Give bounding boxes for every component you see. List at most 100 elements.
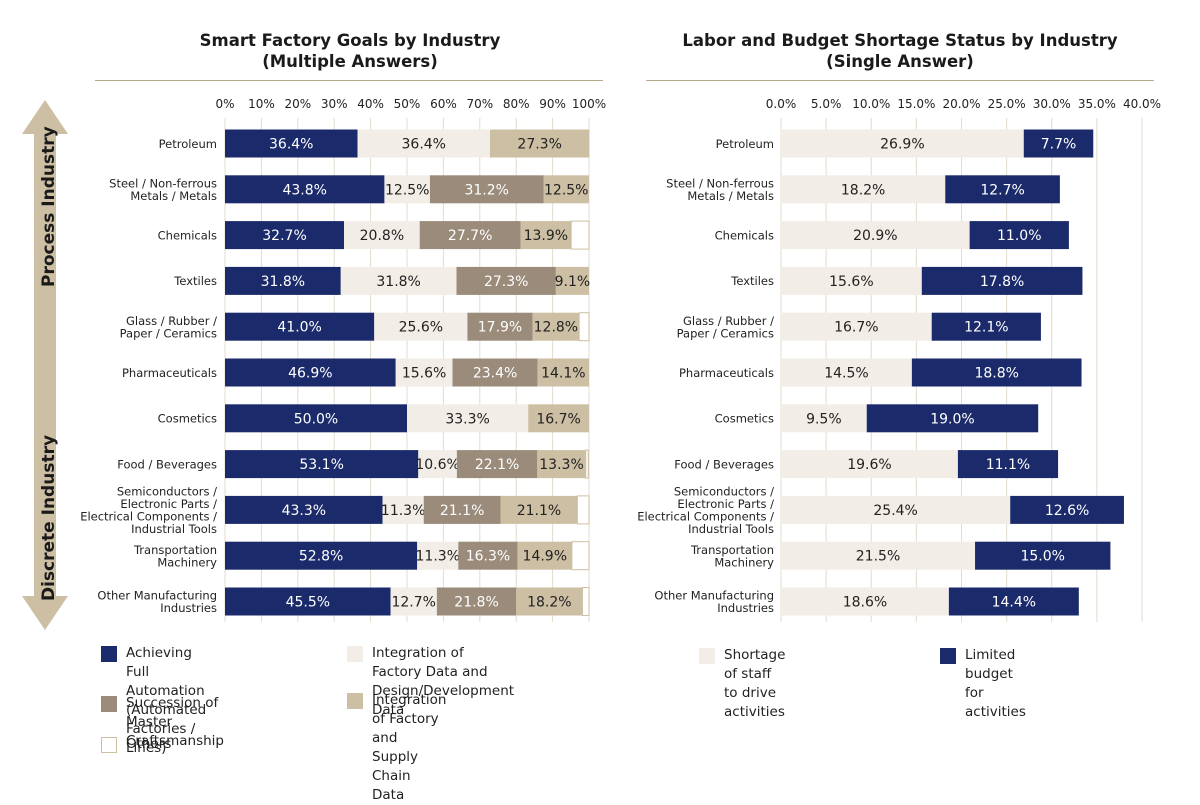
shortage-bar-shortage-of-staff-to-drive [781,129,1024,158]
shortage-bar-shortage-of-staff-to-drive [781,266,922,295]
goals-tick-label: 70% [466,97,493,111]
goals-data-label: 12.7% [391,595,435,611]
goals-bar-integration-of-factory-and-supply [520,221,572,250]
goals-tick-label: 60% [430,97,457,111]
goals-category-label: Glass / Rubber / Paper / Ceramics [120,314,217,341]
shortage-data-label: 16.7% [834,320,878,336]
goals-bar-achieving-full-automation [225,358,396,387]
shortage-tick-label: 0.0% [766,97,797,111]
goals-bar-succession-of-master [458,541,518,570]
shortage-category-label: Petroleum [716,137,774,151]
shortage-category-label: Semiconductors / Electronic Parts / Electr… [637,484,774,536]
goals-data-label: 9.1% [555,274,591,290]
legend-label-full-automation: Achieving Full Automation (Automated Fac… [126,645,207,756]
shortage-bar-limited-budget-for-activities [1023,129,1094,158]
shortage-bar-limited-budget-for-activities [945,175,1060,204]
goals-bar-integration-of-factory-data-and [340,266,457,295]
goals-data-label: 27.7% [448,228,492,244]
shortage-tick-label: 40.0% [1123,97,1161,111]
goals-bar-integration-of-factory-and-supply [489,129,590,158]
goals-bar-integration-of-factory-and-supply [537,450,586,479]
shortage-bar-shortage-of-staff-to-drive [781,358,912,387]
goals-bar-achieving-full-automation [225,175,385,204]
goals-category-label-line: Metals / Metals [130,189,217,203]
goals-tick-label: 100% [572,97,606,111]
goals-bar-succession-of-master [456,266,556,295]
goals-category-label: Transportation Machinery [133,543,217,570]
goals-bar-succession-of-master [429,175,544,204]
shortage-category-label-line: Metals / Metals [687,189,774,203]
shortage-bar-shortage-of-staff-to-drive [781,312,932,341]
right-title-rule [646,80,1154,81]
goals-bar-succession-of-master [436,587,517,616]
goals-bar-integration-of-factory-data-and [357,129,490,158]
goals-bar-achieving-full-automation [225,541,418,570]
shortage-category-label-line: Other Manufacturing [654,589,774,603]
shortage-category-label-line: Machinery [714,555,774,569]
legend-item-factory-design-data: Integration of Factory Data and Design/D… [347,644,514,720]
goals-bar-others [571,541,590,571]
goals-bar-integration-of-factory-data-and [407,404,529,433]
shortage-bar-limited-budget-for-activities [911,358,1082,387]
shortage-tick-label: 30.0% [1033,97,1071,111]
legend-item-master-craftsmanship: Succession of Master Craftsmanship [101,694,224,751]
shortage-tick-label: 20.0% [942,97,980,111]
shortage-category-label-line: Industrial Tools [688,522,774,536]
shortage-data-label: 12.1% [964,320,1008,336]
goals-category-label-line: Petroleum [159,137,217,151]
shortage-bar-limited-budget-for-activities [957,450,1059,479]
shortage-data-label: 11.0% [997,228,1041,244]
goals-data-label: 10.6% [415,457,459,473]
goals-tick-label: 40% [357,97,384,111]
goals-tick-label: 90% [539,97,566,111]
goals-category-label-line: Glass / Rubber / [126,314,217,328]
legend-swatch-staff-shortage [699,648,715,664]
shortage-data-label: 12.6% [1045,503,1089,519]
shortage-category-label-line: Electrical Components / [637,509,774,523]
goals-data-label: 27.3% [517,137,561,153]
left-chart-title-line1: Smart Factory Goals by Industry [199,31,501,50]
goals-bar-achieving-full-automation [225,495,383,524]
shortage-bar-shortage-of-staff-to-drive [781,450,958,479]
goals-bar-achieving-full-automation [225,221,345,250]
shortage-bar-limited-budget-for-activities [975,541,1111,570]
goals-category-label: Petroleum [159,137,217,151]
goals-data-label: 23.4% [473,366,517,382]
goals-tick-label: 80% [503,97,530,111]
goals-data-label: 20.8% [360,228,404,244]
goals-data-label: 21.8% [454,595,498,611]
goals-category-label: Pharmaceuticals [122,366,217,380]
shortage-category-label: Transportation Machinery [690,543,774,570]
shortage-data-label: 26.9% [880,137,924,153]
goals-bar-integration-of-factory-data-and [395,358,453,387]
shortage-tick-label: 35.0% [1078,97,1116,111]
goals-data-label: 18.2% [527,595,571,611]
goals-data-label: 17.9% [478,320,522,336]
goals-category-label-line: Industrial Tools [131,522,217,536]
goals-bar-achieving-full-automation [225,587,391,616]
goals-category-label-line: Other Manufacturing [97,589,217,603]
legend-label-limited-budget: Limited budget for activities [965,647,1026,720]
legend-item-staff-shortage: Shortage of staff to drive activities [699,646,785,722]
goals-category-label-line: Electrical Components / [80,509,217,523]
goals-bar-integration-of-factory-data-and [390,587,437,616]
goals-data-label: 45.5% [286,595,330,611]
goals-tick-label: 50% [394,97,421,111]
shortage-category-label-line: Semiconductors / [674,484,774,498]
goals-bar-integration-of-factory-and-supply [528,404,589,433]
goals-data-label: 53.1% [299,457,343,473]
goals-tick-label: 10% [248,97,275,111]
goals-data-label: 13.3% [539,457,583,473]
goals-bar-integration-of-factory-and-supply [500,495,578,524]
legend-swatch-master-craftsmanship [101,696,117,712]
smart-factory-goals-chart: 0% 10% 20% 30% 40% 50% 60% 70% 80% 90% 100% Petrole… [80,97,606,622]
goals-category-label: Textiles [173,274,217,288]
goals-data-label: 33.3% [445,411,489,427]
goals-category-label-line: Cosmetics [158,412,217,426]
goals-data-label: 14.9% [523,549,567,565]
shortage-tick-label: 10.0% [852,97,890,111]
goals-bar-integration-of-factory-and-supply [517,541,572,570]
goals-category-label-line: Steel / Non-ferrous [109,176,217,190]
left-chart-title-line2: (Multiple Answers) [262,52,438,71]
shortage-category-label: Chemicals [715,228,774,242]
